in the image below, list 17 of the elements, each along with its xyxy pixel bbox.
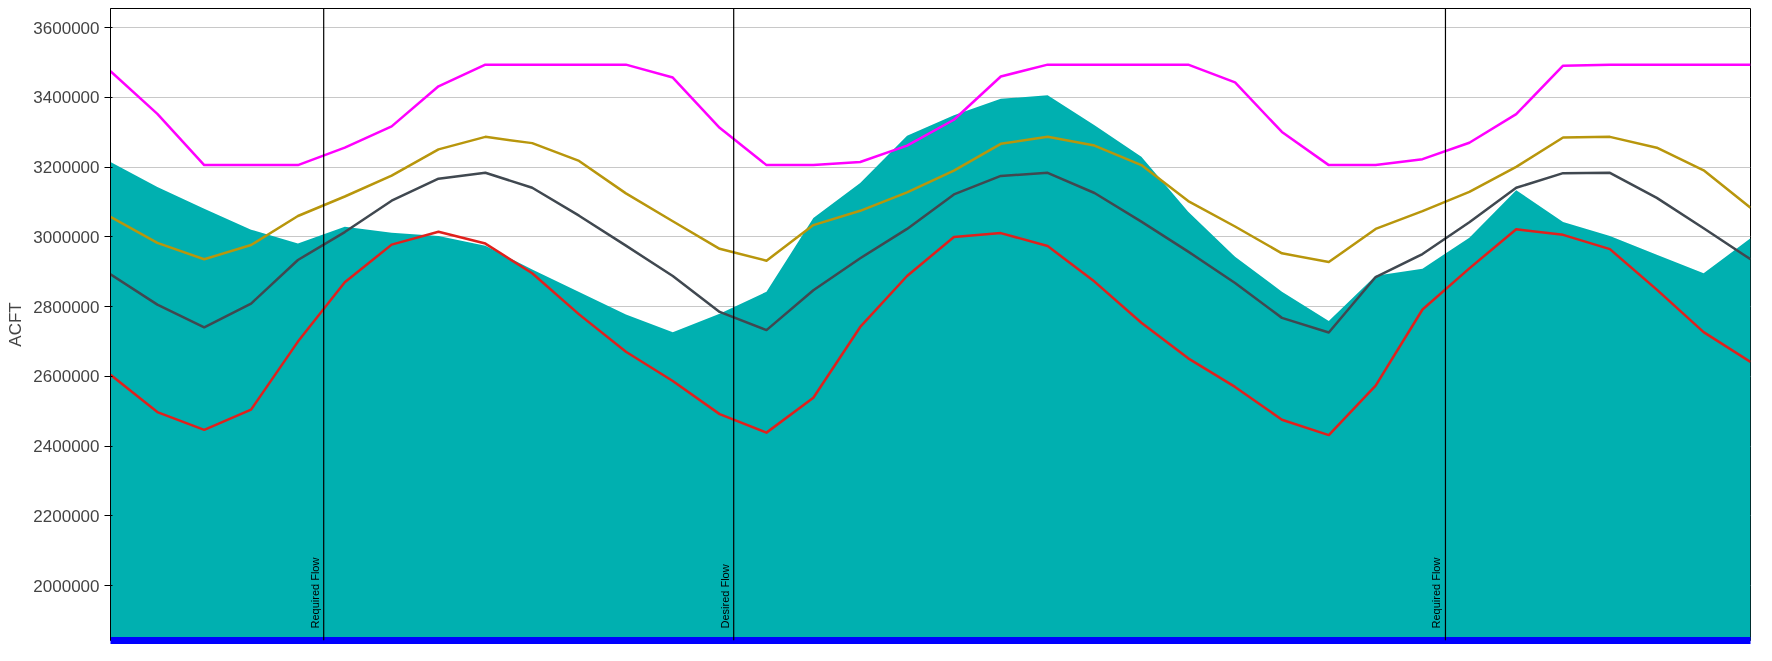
annotation: Required Flow [1430,557,1443,629]
y-tick-label: 3600000 [33,18,100,38]
annotation: Required Flow [308,557,321,629]
y-tick-label: 2400000 [33,437,100,457]
y-tick-label: 2000000 [33,576,100,596]
line-series [110,63,1751,167]
y-tick-label: 3400000 [33,88,100,108]
line-series [110,171,1751,334]
y-tick-label: 3000000 [33,227,100,247]
line-series [110,135,1751,264]
y-axis-title: ACFT [6,302,26,347]
line-series [110,228,1751,437]
y-tick-label: 3200000 [33,158,100,178]
y-tick-label: 2800000 [33,297,100,317]
y-tick-label: 2600000 [33,367,100,387]
y-tick-label: 2200000 [33,506,100,526]
annotation: Desired Flow [718,564,731,629]
